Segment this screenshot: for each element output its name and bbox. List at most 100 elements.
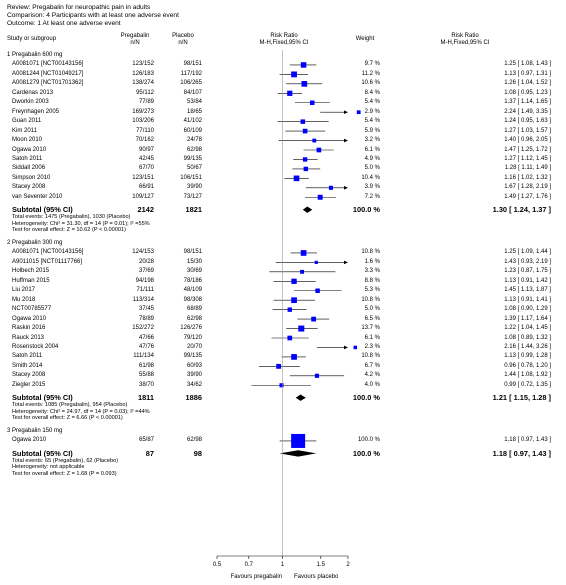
study-placebo-events: 60/109 (183, 127, 202, 134)
study-weight: 10.8 % (361, 249, 380, 256)
subgroup-title: 1 Pregabalin 600 mg (7, 52, 63, 58)
study-drug-events: 47/76 (138, 343, 154, 350)
study-placebo-events: 24/78 (186, 137, 202, 144)
study-marker (298, 325, 305, 332)
study-drug-events: 152/272 (132, 325, 154, 332)
study-name: Ogawa 2010 (12, 437, 47, 444)
study-marker (287, 307, 292, 312)
col-drug-sub: n/N (130, 40, 140, 46)
study-drug-events: 103/206 (132, 118, 154, 125)
study-drug-events: 123/152 (132, 61, 154, 68)
study-name: NCT00785577 (12, 306, 52, 313)
study-ci: 1.27 [ 1.12, 1.45 ] (504, 155, 551, 162)
x-tick-label: 1.5 (316, 562, 325, 568)
study-weight: 1.6 % (364, 258, 380, 265)
study-ci: 1.43 [ 0.93, 2.19 ] (504, 258, 551, 265)
study-drug-events: 66/91 (138, 184, 154, 191)
study-marker (312, 138, 317, 143)
subtotal-placebo-total: 1821 (185, 205, 202, 215)
study-marker (291, 433, 306, 448)
study-placebo-events: 98/151 (183, 61, 202, 68)
col-rr-header: Risk Ratio (270, 33, 298, 39)
subtotal-placebo-total: 98 (193, 448, 202, 458)
study-drug-events: 90/97 (138, 146, 154, 153)
subtotal-ci: 1.21 [ 1.15, 1.28 ] (492, 393, 551, 403)
study-drug-events: 47/66 (138, 334, 154, 341)
study-name: Holbech 2015 (12, 268, 50, 275)
study-weight: 5.4 % (364, 118, 380, 125)
study-placebo-events: 126/276 (180, 325, 202, 332)
study-drug-events: 95/112 (136, 89, 154, 96)
study-ci: 1.26 [ 1.04, 1.52 ] (504, 80, 551, 87)
study-drug-events: 138/274 (132, 80, 154, 87)
study-ci: 1.18 [ 0.97, 1.43 ] (504, 437, 551, 444)
study-weight: 13.7 % (361, 325, 380, 332)
study-weight: 5.4 % (364, 99, 380, 106)
study-marker (300, 119, 306, 124)
study-name: Cardenas 2013 (12, 89, 54, 96)
study-drug-events: 77/89 (138, 99, 154, 106)
study-placebo-events: 60/93 (186, 362, 202, 369)
study-name: Rosenstock 2004 (12, 343, 59, 350)
study-placebo-events: 30/69 (186, 268, 202, 275)
col-placebo-sub: n/N (178, 40, 188, 46)
study-weight: 3.2 % (364, 137, 380, 144)
subtotal-diamond (295, 394, 306, 401)
study-drug-events: 123/151 (132, 174, 154, 181)
study-marker (314, 373, 320, 378)
study-drug-events: 77/110 (136, 127, 154, 134)
study-placebo-events: 34/62 (186, 381, 202, 388)
study-weight: 5.0 % (364, 165, 380, 172)
x-tick-label: 0.7 (244, 562, 253, 568)
study-ci: 1.39 [ 1.17, 1.64 ] (504, 315, 551, 322)
study-ci: 1.08 [ 0.90, 1.29 ] (504, 306, 551, 313)
study-placebo-events: 99/135 (183, 353, 202, 360)
study-weight: 8.4 % (364, 89, 380, 96)
study-name: Raskin 2016 (12, 325, 46, 332)
study-ci: 1.25 [ 1.09, 1.44 ] (504, 249, 551, 256)
study-marker (316, 147, 322, 153)
study-marker (317, 194, 323, 200)
study-name: Moon 2010 (12, 137, 43, 144)
col-placebo-header: Placebo (172, 33, 194, 39)
study-name: Ogawa 2010 (12, 315, 47, 322)
study-weight: 6.1 % (364, 146, 380, 153)
col-drug-header: Pregabalin (120, 33, 150, 39)
ci-arrow (344, 345, 348, 350)
study-ci: 1.25 [ 1.08, 1.43 ] (504, 61, 551, 68)
col-rr2-sub: M-H,Fixed,95% CI (440, 40, 490, 46)
study-ci: 1.08 [ 0.89, 1.32 ] (504, 334, 551, 341)
study-name: Freynhagen 2005 (12, 108, 60, 115)
ci-arrow (344, 186, 348, 190)
study-placebo-events: 39/90 (186, 372, 202, 379)
study-name: A9011015 [NCT01117766] (12, 258, 83, 265)
study-marker (291, 354, 297, 360)
study-placebo-events: 106/265 (180, 80, 202, 87)
study-marker (328, 185, 333, 190)
subgroup-title: 2 Pregabalin 300 mg (7, 240, 63, 246)
study-name: Satoh 2011 (12, 155, 43, 162)
study-marker (300, 62, 307, 68)
outcome-title: Outcome: 1 At least one adverse event (7, 20, 121, 27)
subgroup-title: 3 Pregabalin 150 mg (7, 428, 63, 434)
study-drug-events: 20/28 (138, 258, 154, 265)
study-drug-events: 42/45 (138, 155, 154, 162)
study-name: Satoh 2011 (12, 353, 43, 360)
study-marker (293, 175, 300, 182)
study-ci: 1.13 [ 0.99, 1.28 ] (504, 353, 551, 360)
study-ci: 1.27 [ 1.03, 1.57 ] (504, 127, 551, 134)
study-placebo-events: 84/107 (183, 89, 202, 96)
study-name: Guan 2011 (12, 118, 42, 125)
study-placebo-events: 20/70 (186, 343, 202, 350)
study-marker (303, 166, 309, 172)
study-placebo-events: 98/308 (183, 296, 202, 303)
subtotal-ci: 1.18 [ 0.97, 1.43 ] (492, 448, 551, 458)
study-ci: 1.13 [ 0.97, 1.31 ] (504, 70, 551, 77)
study-ci: 1.28 [ 1.11, 1.49 ] (504, 165, 551, 172)
study-weight: 3.3 % (364, 268, 380, 275)
ci-arrow (344, 110, 348, 114)
study-placebo-events: 50/67 (186, 165, 202, 172)
study-name: Mu 2018 (12, 296, 36, 303)
subgroup-note: Test for overall effect: Z = 6.66 (P < 0… (12, 415, 123, 421)
study-ci: 1.37 [ 1.14, 1.65 ] (504, 99, 551, 106)
